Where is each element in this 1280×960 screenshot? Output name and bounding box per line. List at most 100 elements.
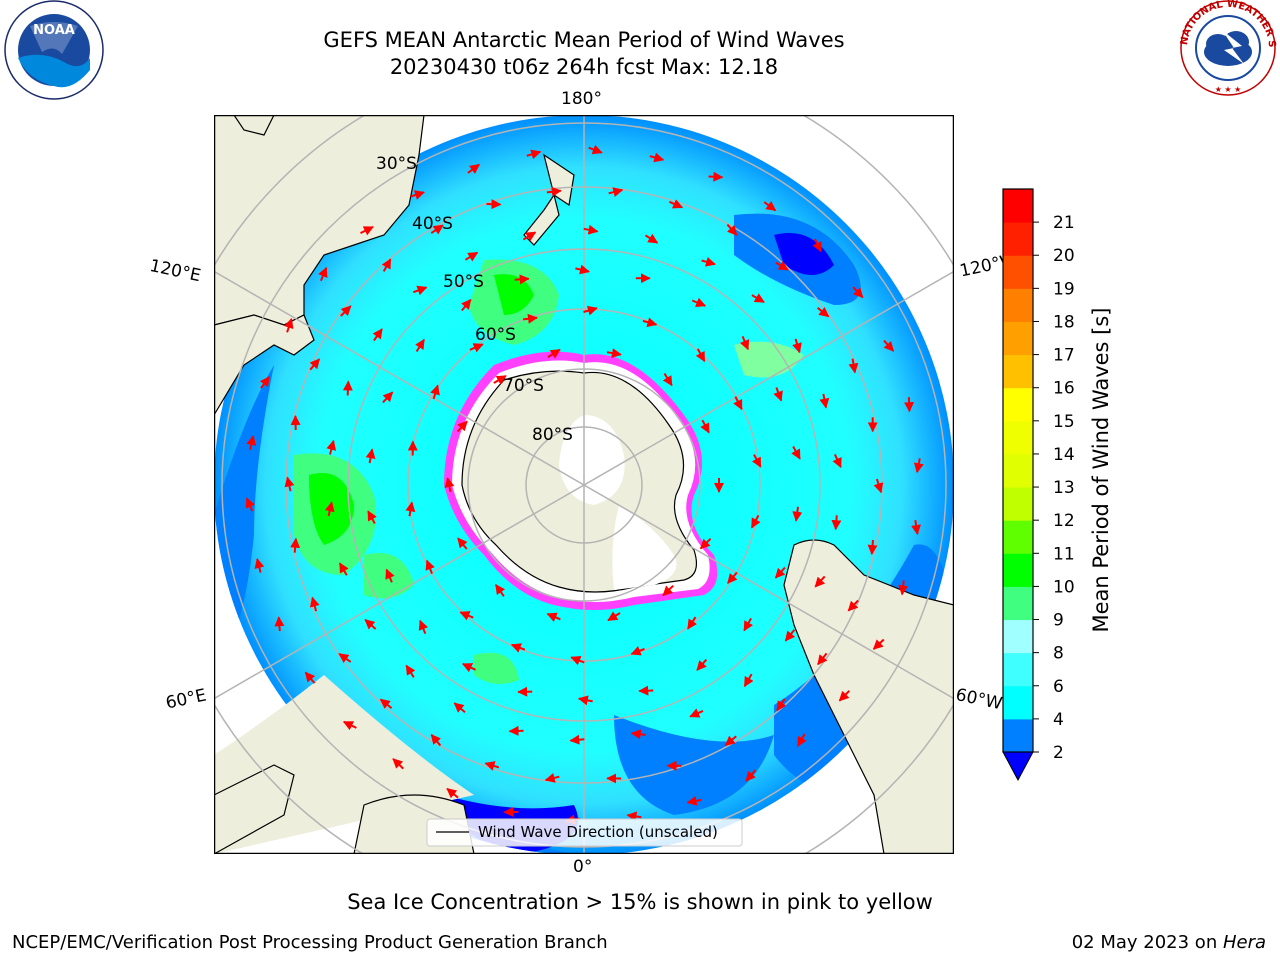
colorbar-tick-label: 11 — [1053, 544, 1075, 564]
wind-wave-arrow — [743, 673, 754, 688]
wind-wave-arrow — [814, 575, 826, 588]
wind-wave-arrow — [649, 152, 665, 163]
footer-credit: NCEP/EMC/Verification Post Processing Pr… — [12, 932, 608, 953]
wind-wave-arrow — [745, 769, 757, 782]
colorbar-tick-label: 15 — [1053, 412, 1075, 432]
wind-wave-arrow — [872, 638, 885, 650]
lat-label-80s: 80°S — [532, 425, 573, 445]
lat-label-70s: 70°S — [503, 376, 544, 396]
wind-wave-arrow — [831, 515, 842, 531]
wind-wave-arrow — [668, 199, 684, 209]
wind-wave-arrow — [430, 734, 442, 747]
sea-ice-caption: Sea Ice Concentration > 15% is shown in … — [347, 890, 933, 914]
wind-wave-arrow — [792, 338, 802, 354]
wind-wave-arrow — [751, 293, 765, 303]
colorbar-band — [1003, 387, 1033, 422]
latitude-labels: 30°S 40°S 50°S 60°S 70°S 80°S — [376, 154, 573, 445]
wind-wave-arrow — [691, 297, 707, 308]
wind-wave-arrow — [385, 568, 395, 583]
wind-wave-arrow — [630, 646, 645, 656]
wind-wave-arrow — [784, 629, 796, 642]
wind-wave-arrow — [246, 435, 257, 450]
wind-wave-arrow — [626, 811, 642, 822]
wind-wave-arrow — [510, 643, 526, 653]
colorbar-band — [1003, 321, 1033, 356]
wind-wave-arrow — [342, 720, 357, 731]
wind-wave-arrow — [832, 453, 842, 469]
wind-wave-arrow — [340, 305, 352, 317]
wind-wave-arrow — [775, 260, 789, 271]
wind-wave-arrow — [365, 448, 376, 464]
wind-wave-arrow — [338, 562, 349, 576]
wind-wave-arrow — [848, 358, 859, 374]
legend-label: Wind Wave Direction (unscaled) — [478, 823, 718, 841]
wind-wave-arrow — [467, 163, 481, 174]
colorbar-tick-label: 18 — [1053, 312, 1075, 332]
colorbar-label: Mean Period of Wind Waves [s] — [1089, 308, 1113, 633]
colorbar-band — [1003, 586, 1033, 621]
colorbar-band — [1003, 652, 1033, 687]
wind-wave-arrows — [245, 144, 924, 825]
wind-wave-arrow — [662, 584, 674, 597]
lon-label-60e: 60°E — [164, 685, 209, 714]
wind-wave-arrow — [763, 201, 777, 212]
wind-wave-arrow — [838, 690, 851, 702]
wind-wave-arrow — [546, 612, 561, 622]
wind-wave-arrow — [873, 478, 884, 494]
wind-wave-arrow — [245, 497, 255, 512]
colorbar-band — [1003, 420, 1033, 455]
wind-wave-arrow — [469, 343, 484, 353]
colorbar-tick-label: 14 — [1053, 445, 1075, 465]
lat-label-30s: 30°S — [376, 154, 417, 174]
wind-wave-arrow — [570, 656, 585, 666]
wind-wave-arrow — [751, 454, 762, 468]
wind-wave-arrow — [791, 446, 801, 460]
footer-host: Hera — [1222, 932, 1266, 953]
colorbar-tick-label: 17 — [1053, 346, 1075, 366]
wind-wave-arrow — [326, 439, 337, 455]
wind-wave-arrow — [750, 514, 761, 529]
colorbar-band — [1003, 718, 1033, 753]
wind-wave-arrow — [430, 224, 444, 235]
wind-wave-arrow — [776, 698, 787, 712]
land — [214, 115, 954, 854]
colorbar-band — [1003, 288, 1033, 322]
map-frame — [214, 115, 954, 854]
footer-date: 02 May 2023 on Hera — [1072, 932, 1266, 953]
wind-wave-arrow — [318, 266, 328, 282]
chart-subtitle: 20230430 t06z 264h fcst Max: 12.18 — [389, 55, 779, 79]
wind-wave-arrow — [774, 566, 786, 579]
wind-wave-arrow — [444, 477, 455, 493]
wind-wave-arrow — [415, 338, 425, 353]
wind-wave-arrow — [701, 256, 716, 267]
wind-wave-arrow — [812, 238, 822, 253]
wind-wave-arrow — [583, 224, 599, 235]
wind-wave-arrow — [283, 318, 294, 333]
wind-wave-arrow — [644, 233, 659, 244]
wind-wave-arrow — [686, 795, 702, 806]
wind-wave-arrow — [309, 358, 321, 371]
wind-wave-arrow — [254, 558, 265, 573]
wind-wave-arrow — [486, 199, 502, 210]
wind-wave-arrow — [638, 685, 654, 696]
wind-wave-arrow — [699, 537, 712, 550]
wind-wave-arrow — [662, 372, 673, 387]
wind-wave-arrow — [367, 510, 377, 524]
colorbar-band — [1003, 255, 1033, 289]
wind-wave-arrow — [446, 787, 459, 799]
nws-logo: NATIONAL WEATHER SERVICE ★ ★ ★ — [1178, 0, 1277, 96]
wind-wave-arrow — [911, 520, 921, 535]
colorbar-tick-label: 6 — [1053, 677, 1064, 697]
wind-wave-arrow — [430, 384, 440, 400]
wind-wave-arrow — [405, 664, 416, 678]
lat-label-50s: 50°S — [443, 272, 484, 292]
wind-wave-arrow — [847, 599, 859, 612]
lon-label-0: 0° — [573, 857, 593, 877]
wind-wave-arrow — [642, 317, 658, 328]
wind-wave-arrow — [522, 231, 537, 242]
noaa-logo-text: NOAA — [33, 23, 75, 38]
wind-wave-arrow — [588, 144, 603, 155]
wind-wave-arrow — [284, 476, 295, 492]
wind-wave-arrow — [583, 305, 598, 316]
colorbar-band — [1003, 553, 1033, 587]
